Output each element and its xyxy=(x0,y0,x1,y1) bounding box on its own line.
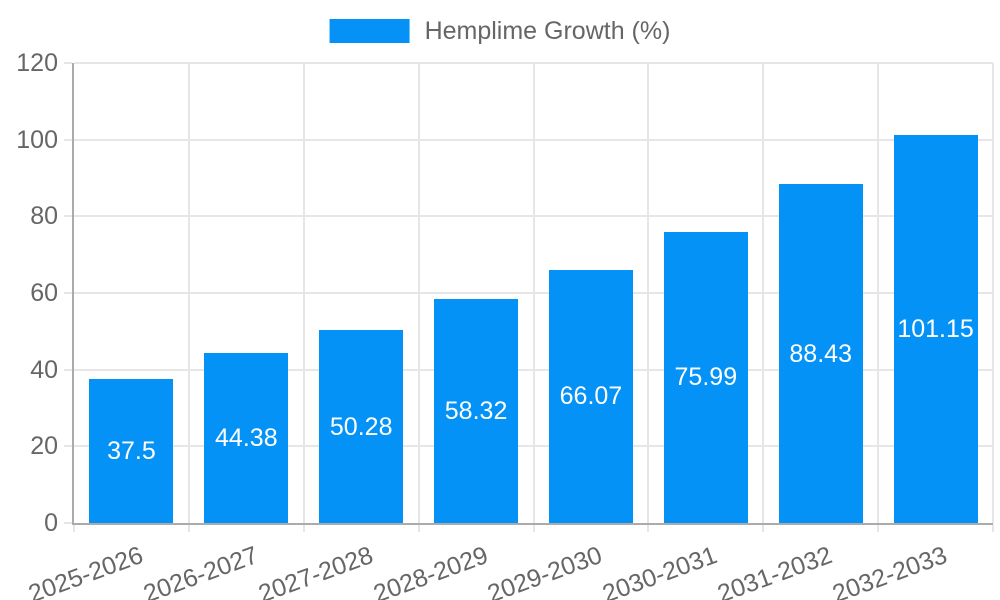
bar[interactable] xyxy=(319,330,404,523)
y-axis-tick xyxy=(64,292,72,294)
bar[interactable] xyxy=(778,184,863,523)
x-axis-tick xyxy=(877,524,880,532)
bar[interactable] xyxy=(204,352,289,523)
y-axis-label: 120 xyxy=(16,49,58,77)
x-axis-tick xyxy=(647,524,650,532)
legend-label: Hemplime Growth (%) xyxy=(424,17,671,45)
x-axis-label: 2025-2026 xyxy=(24,541,147,600)
gridline-vertical xyxy=(187,63,190,523)
bar-value-label: 75.99 xyxy=(674,363,738,392)
y-axis-tick xyxy=(64,522,72,524)
y-axis-label: 0 xyxy=(44,509,58,537)
x-axis-tick xyxy=(302,524,305,532)
legend-item[interactable]: Hemplime Growth (%) xyxy=(329,17,671,45)
y-axis-label: 80 xyxy=(30,202,58,231)
gridline-vertical xyxy=(532,63,535,523)
x-axis-tick xyxy=(762,524,765,532)
gridline-vertical xyxy=(877,63,880,523)
x-axis-label: 2031-2032 xyxy=(713,541,836,600)
legend-swatch xyxy=(329,19,410,43)
y-axis-tick xyxy=(64,445,72,448)
y-axis-label: 100 xyxy=(16,125,58,154)
y-axis-label: 40 xyxy=(30,355,58,384)
bar-value-label: 88.43 xyxy=(789,339,852,368)
x-axis-label: 2029-2030 xyxy=(484,541,607,600)
x-axis-tick xyxy=(417,524,420,532)
y-axis-tick xyxy=(64,215,72,218)
y-axis-label: 20 xyxy=(30,432,58,461)
y-axis-tick xyxy=(64,368,72,371)
gridline-vertical xyxy=(647,63,650,523)
gridline-vertical xyxy=(302,63,305,523)
bar[interactable] xyxy=(89,379,174,523)
bar[interactable] xyxy=(663,231,748,523)
bar-value-label: 44.38 xyxy=(215,423,278,452)
x-axis-tick xyxy=(73,524,75,532)
y-axis-tick xyxy=(64,62,72,64)
x-axis-label: 2030-2031 xyxy=(599,541,722,600)
x-axis-label: 2026-2027 xyxy=(139,541,262,600)
x-axis-label: 2032-2033 xyxy=(828,541,951,600)
gridline-vertical xyxy=(762,63,765,523)
x-axis-tick xyxy=(532,524,535,532)
bar-value-label: 50.28 xyxy=(329,412,393,441)
y-axis-label: 60 xyxy=(30,279,58,307)
y-axis-line xyxy=(72,63,74,525)
bar-value-label: 101.15 xyxy=(897,315,974,344)
y-axis-tick xyxy=(64,138,72,141)
x-axis-label: 2027-2028 xyxy=(254,541,377,600)
bar-value-label: 37.5 xyxy=(107,437,156,466)
x-axis-line xyxy=(72,523,993,525)
bar[interactable] xyxy=(893,135,978,523)
bar-value-label: 66.07 xyxy=(559,382,623,411)
bar[interactable] xyxy=(434,299,519,523)
gridline-vertical xyxy=(417,63,420,523)
gridline-vertical xyxy=(992,63,994,523)
x-axis-tick xyxy=(187,524,190,532)
x-axis-tick xyxy=(992,524,994,532)
bar[interactable] xyxy=(548,269,633,523)
x-axis-label: 2028-2029 xyxy=(369,541,492,600)
bar-value-label: 58.32 xyxy=(444,397,508,426)
